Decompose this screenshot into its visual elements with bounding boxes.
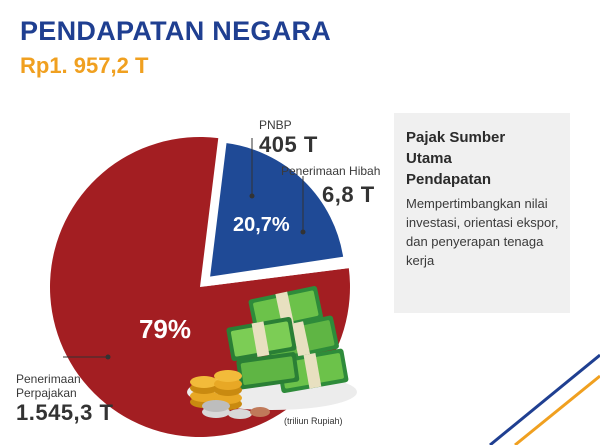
total-revenue: Rp1. 957,2 T — [20, 53, 149, 78]
note-box: Pajak Sumber Utama Pendapatan Mempertimb… — [394, 113, 570, 313]
hibah-leader-dot — [300, 229, 306, 235]
page-title: PENDAPATAN NEGARA — [20, 16, 332, 46]
slice-penerimaan-hibah — [200, 264, 349, 287]
note-title: Pajak Sumber Utama Pendapatan — [406, 129, 506, 188]
pnbp-value: 405 T — [259, 132, 318, 157]
tax-name-line-1: Penerimaan — [16, 372, 81, 386]
tax-percent-label: 79% — [139, 314, 191, 344]
coins-icon — [190, 370, 270, 419]
tax-name-line-2: Perpajakan — [16, 386, 77, 400]
tax-leader-dot — [105, 354, 111, 360]
pnbp-leader-dot — [249, 193, 255, 199]
pnbp-percent-label: 20,7% — [233, 214, 290, 236]
pnbp-name: PNBP — [259, 118, 292, 132]
money-stack-icon — [187, 286, 357, 419]
hibah-name: Penerimaan Hibah — [281, 164, 381, 178]
corner-decoration-line-outer — [489, 353, 600, 445]
tax-value: 1.545,3 T — [16, 400, 114, 425]
hibah-value: 6,8 T — [322, 182, 375, 207]
note-body: Mempertimbangkan nilai investasi, orient… — [406, 196, 559, 268]
slice-pnbp — [206, 139, 347, 281]
unit-label: (triliun Rupiah) — [284, 416, 343, 426]
corner-decoration-line-inner — [514, 374, 600, 445]
